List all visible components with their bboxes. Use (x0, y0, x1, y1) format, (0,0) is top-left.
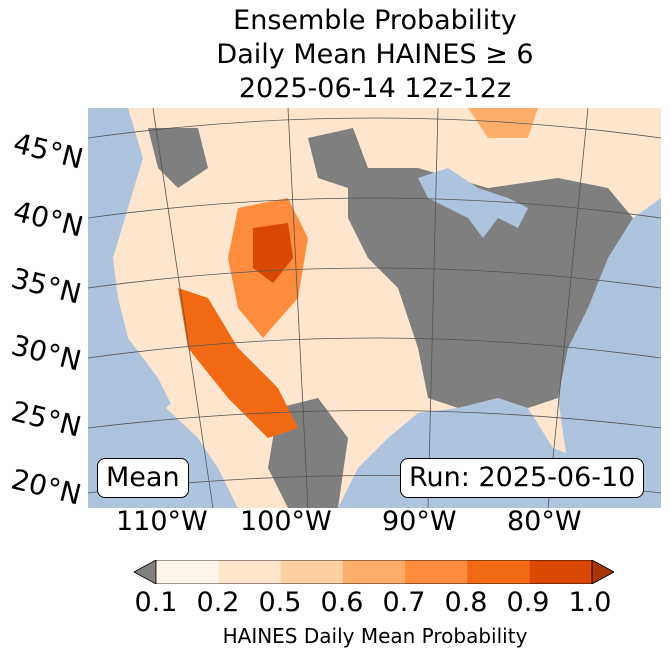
title-line-1: Ensemble Probability (233, 5, 517, 36)
lat-label: 30°N (8, 328, 85, 378)
low-probability-east (348, 168, 633, 408)
title-line-2: Daily Mean HAINES ≥ 6 (216, 39, 534, 70)
colorbar-tick: 1.0 (568, 587, 612, 618)
lat-label: 45°N (10, 126, 87, 176)
medium-probability-canada (468, 108, 538, 138)
colorbar-bin (405, 560, 468, 584)
lon-label: 110°W (116, 506, 208, 537)
colorbar-over-arrow (591, 560, 614, 584)
lon-label: 90°W (382, 506, 457, 537)
colorbar-tick: 0.5 (258, 587, 302, 618)
colorbar-bin (467, 560, 531, 584)
mean-label-box: Mean (97, 458, 189, 498)
colorbar-tick: 0.7 (382, 587, 426, 618)
lat-label: 35°N (8, 261, 85, 311)
colorbar-tick: 0.1 (134, 587, 178, 618)
lat-label: 25°N (8, 394, 85, 444)
lat-label: 20°N (8, 462, 85, 512)
colorbar-tick: 0.6 (320, 587, 364, 618)
colorbar (134, 560, 614, 584)
colorbar-bin (218, 560, 282, 584)
lat-label: 40°N (10, 194, 87, 244)
run-date-box: Run: 2025-06-10 (400, 458, 645, 498)
high-probability-southwest (178, 288, 298, 438)
chart-title: Ensemble Probability Daily Mean HAINES ≥… (0, 4, 671, 106)
colorbar-tick: 0.9 (506, 587, 550, 618)
colorbar-tick: 0.2 (196, 587, 240, 618)
lon-label: 100°W (240, 506, 332, 537)
colorbar-bin (342, 560, 406, 584)
title-line-3: 2025-06-14 12z-12z (238, 73, 512, 104)
great-lakes (418, 168, 528, 238)
probability-map (88, 108, 661, 508)
colorbar-bin (280, 560, 344, 584)
peak-probability-core (253, 223, 293, 283)
colorbar-label: HAINES Daily Mean Probability (222, 624, 528, 648)
colorbar-under-arrow (134, 560, 157, 584)
colorbar-frame (155, 560, 593, 584)
low-probability-north (308, 128, 368, 188)
colorbar-bin (156, 560, 219, 584)
lon-label: 80°W (507, 506, 582, 537)
colorbar-bin (529, 560, 593, 584)
colorbar-tick: 0.8 (444, 587, 488, 618)
